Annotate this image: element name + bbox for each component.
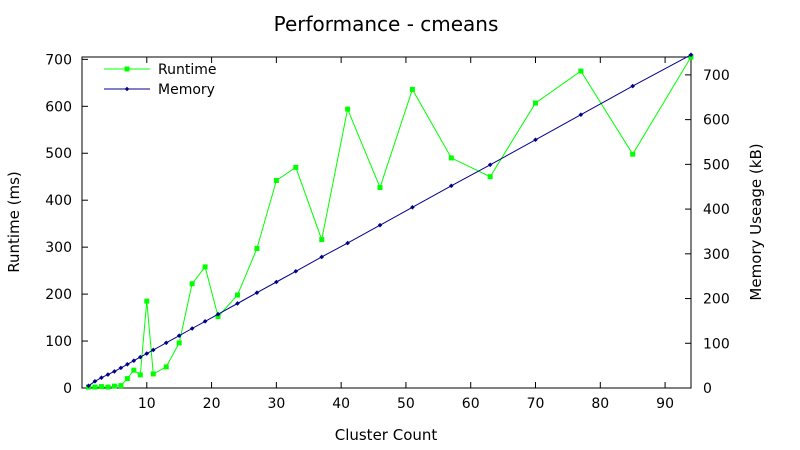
memory-point [578,112,584,118]
runtime-point [533,100,539,106]
legend-runtime-label: Runtime [158,62,216,78]
y-tick-label: 0 [63,381,72,397]
runtime-point [254,246,260,252]
memory-point [410,204,415,210]
runtime-point [118,383,124,389]
y2-tick-label: 700 [703,68,730,84]
memory-point [118,365,124,371]
runtime-point [345,106,351,112]
runtime-point [273,177,279,183]
memory-point [533,137,538,143]
y-axis-right-label: Memory Useage (kB) [747,143,765,300]
y-tick-label: 400 [45,193,72,209]
legend-runtime-marker [124,66,130,72]
chart-title: Performance - cmeans [274,12,499,36]
memory-point [215,311,221,317]
runtime-point [578,68,584,74]
x-axis: 10 20 30 40 50 60 70 80 90 [138,57,674,412]
memory-point [189,326,195,331]
memory-point [92,378,98,384]
memory-point [254,290,260,296]
y2-tick-label: 0 [703,381,712,397]
runtime-point [215,314,221,320]
memory-point [138,354,143,360]
x-tick-label: 10 [138,396,156,412]
runtime-point [105,384,111,390]
runtime-point [137,372,143,378]
runtime-point [189,281,195,287]
x-tick-label: 30 [267,396,285,412]
y-tick-label: 700 [45,52,72,68]
x-tick-label: 40 [332,396,350,412]
legend: Runtime Memory [104,62,216,98]
runtime-point [111,383,117,389]
x-tick-label: 80 [591,396,609,412]
y-tick-label: 500 [45,146,72,162]
memory-point [105,372,111,377]
memory-point [176,333,182,338]
legend-memory-label: Memory [158,82,215,98]
plot-frame [81,56,692,389]
runtime-point [448,155,454,161]
y-axis-left: 0 100 200 300 400 500 600 700 [45,52,88,397]
y-tick-label: 200 [45,287,72,303]
y-axis-left-label: Runtime (ms) [5,171,23,273]
memory-point [688,52,694,58]
memory-point [345,240,350,246]
memory-point [448,183,454,189]
memory-point [274,279,279,285]
memory-point [86,383,91,389]
series-layer [85,52,694,390]
runtime-point [377,185,383,191]
memory-point [150,347,156,353]
runtime-point [176,340,182,346]
runtime-point [409,86,415,92]
y-tick-label: 300 [45,240,72,256]
x-tick-label: 20 [203,396,221,412]
x-axis-label: Cluster Count [335,426,438,444]
x-tick-label: 50 [397,396,415,412]
x-tick-label: 60 [462,396,480,412]
memory-point [630,83,635,89]
memory-point [319,254,325,260]
y2-tick-label: 500 [703,157,730,173]
y-tick-label: 100 [45,334,72,350]
runtime-point [124,376,130,382]
memory-point [202,319,208,324]
x-tick-label: 70 [527,396,545,412]
memory-point [377,222,383,228]
runtime-point [150,371,156,377]
runtime-point [144,298,150,304]
y2-tick-label: 200 [703,292,730,308]
runtime-point [202,264,208,270]
memory-point [125,361,130,367]
memory-point [112,369,117,374]
memory-point [235,301,240,306]
runtime-point [293,164,299,170]
memory-point [163,340,169,346]
runtime-point [98,384,104,390]
runtime-point [630,151,636,157]
y2-tick-label: 400 [703,202,730,218]
memory-point [99,375,104,381]
y-tick-label: 600 [45,99,72,115]
runtime-point [163,364,169,370]
y2-tick-label: 100 [703,336,730,352]
runtime-point [234,292,240,298]
runtime-point [131,367,137,373]
y-axis-right: 0 100 200 300 400 500 600 700 [685,68,730,397]
memory-point [144,351,150,356]
runtime-point [487,174,493,180]
memory-point [487,162,493,168]
runtime-point [319,237,325,243]
memory-point [131,358,137,364]
y2-tick-label: 300 [703,247,730,263]
runtime-point [92,384,98,390]
memory-point [293,268,299,274]
x-tick-label: 90 [656,396,674,412]
legend-memory-marker [124,86,130,92]
y2-tick-label: 600 [703,113,730,129]
